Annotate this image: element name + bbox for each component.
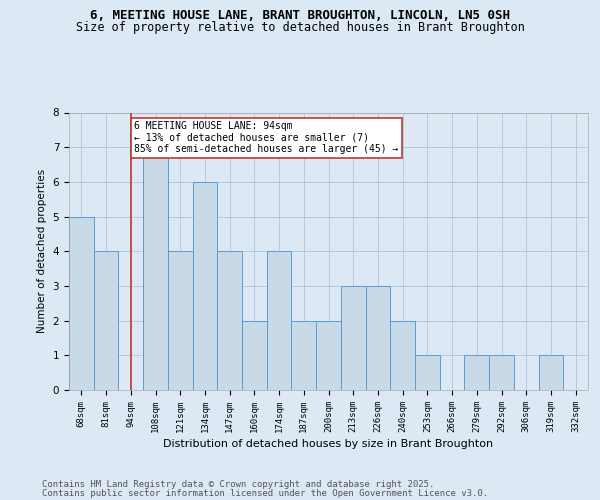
X-axis label: Distribution of detached houses by size in Brant Broughton: Distribution of detached houses by size …: [163, 439, 494, 449]
Bar: [415, 356, 440, 390]
Bar: [390, 320, 415, 390]
Bar: [217, 251, 242, 390]
Bar: [193, 182, 217, 390]
Text: 6 MEETING HOUSE LANE: 94sqm
← 13% of detached houses are smaller (7)
85% of semi: 6 MEETING HOUSE LANE: 94sqm ← 13% of det…: [134, 121, 399, 154]
Bar: [292, 320, 316, 390]
Bar: [267, 251, 292, 390]
Bar: [365, 286, 390, 390]
Text: 6, MEETING HOUSE LANE, BRANT BROUGHTON, LINCOLN, LN5 0SH: 6, MEETING HOUSE LANE, BRANT BROUGHTON, …: [90, 9, 510, 22]
Y-axis label: Number of detached properties: Number of detached properties: [37, 169, 47, 334]
Bar: [489, 356, 514, 390]
Bar: [168, 251, 193, 390]
Text: Size of property relative to detached houses in Brant Broughton: Size of property relative to detached ho…: [76, 21, 524, 34]
Text: Contains HM Land Registry data © Crown copyright and database right 2025.: Contains HM Land Registry data © Crown c…: [42, 480, 434, 489]
Bar: [94, 251, 118, 390]
Bar: [341, 286, 365, 390]
Bar: [316, 320, 341, 390]
Bar: [242, 320, 267, 390]
Text: Contains public sector information licensed under the Open Government Licence v3: Contains public sector information licen…: [42, 488, 488, 498]
Bar: [464, 356, 489, 390]
Bar: [143, 147, 168, 390]
Bar: [539, 356, 563, 390]
Bar: [69, 216, 94, 390]
